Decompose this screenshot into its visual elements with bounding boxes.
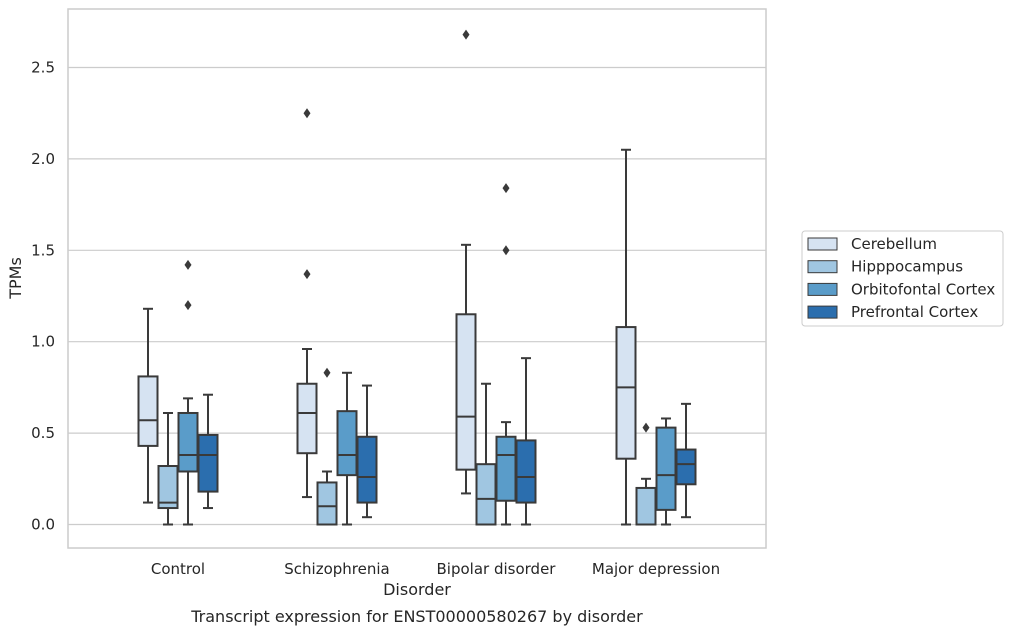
legend-frame <box>801 230 1004 327</box>
box-hipppocampus-3 <box>635 422 657 526</box>
box-iqr <box>197 433 219 493</box>
x-tick-label: Major depression <box>592 560 720 578</box>
box-hipppocampus-1 <box>316 367 338 526</box>
box-cerebellum-2 <box>455 29 477 495</box>
legend-swatch <box>807 260 838 274</box>
legend-label: Hipppocampus <box>851 258 963 276</box>
box-orbitofontal-cortex-0 <box>177 259 199 526</box>
y-tick-label: 2.0 <box>31 150 55 168</box>
outlier-point <box>303 108 311 119</box>
y-tick-label: 1.0 <box>31 333 55 351</box>
x-axis-ticks: Control Schizophrenia Bipolar disorder Majo… <box>151 560 720 578</box>
box-orbitofontal-cortex-3 <box>655 417 677 526</box>
x-axis-title: Disorder <box>383 580 451 599</box>
outlier-point <box>502 245 510 256</box>
box-iqr <box>515 439 537 504</box>
y-tick-label: 2.5 <box>31 59 55 77</box>
box-cerebellum-0 <box>137 307 159 504</box>
outlier-point <box>323 367 331 378</box>
legend-label: Cerebellum <box>851 235 937 253</box>
box-iqr <box>137 375 159 447</box>
outlier-point <box>184 300 192 311</box>
outlier-point <box>184 259 192 270</box>
outlier-point <box>642 422 650 433</box>
x-tick-label: Control <box>151 560 205 578</box>
box-iqr <box>655 426 677 511</box>
box-prefrontal-cortex-2 <box>515 357 537 526</box>
y-axis-title: TPMs <box>6 257 25 300</box>
box-orbitofontal-cortex-1 <box>336 371 358 526</box>
y-tick-label: 0.5 <box>31 424 55 442</box>
box-iqr <box>475 463 497 526</box>
box-iqr <box>336 410 358 477</box>
outlier-point <box>462 29 470 40</box>
box-iqr <box>615 326 637 460</box>
legend: Cerebellum Hipppocampus Orbitofontal Corte… <box>801 230 1004 327</box>
box-iqr <box>675 448 697 486</box>
outlier-point <box>502 183 510 194</box>
y-axis-ticks: 0.0 0.5 1.0 1.5 2.0 2.5 <box>31 59 55 534</box>
box-prefrontal-cortex-3 <box>675 402 697 519</box>
y-tick-label: 0.0 <box>31 516 55 534</box>
box-iqr <box>635 486 657 526</box>
box-iqr <box>455 313 477 471</box>
legend-swatch <box>807 282 838 296</box>
box-iqr <box>316 481 338 526</box>
legend-label: Orbitofontal Cortex <box>851 280 995 298</box>
box-cerebellum-3 <box>615 148 637 526</box>
boxes <box>137 29 697 526</box>
box-prefrontal-cortex-0 <box>197 393 219 510</box>
x-tick-label: Schizophrenia <box>284 560 389 578</box>
box-iqr <box>356 435 378 504</box>
box-orbitofontal-cortex-2 <box>495 183 517 526</box>
y-tick-label: 1.5 <box>31 241 55 259</box>
outlier-point <box>303 269 311 280</box>
box-hipppocampus-2 <box>475 382 497 526</box>
legend-label: Prefrontal Cortex <box>851 303 978 321</box>
legend-swatch <box>807 305 838 319</box>
box-cerebellum-1 <box>296 108 318 499</box>
box-iqr <box>495 435 517 502</box>
box-iqr <box>177 411 199 473</box>
box-hipppocampus-0 <box>157 411 179 526</box>
box-prefrontal-cortex-1 <box>356 384 378 519</box>
plot-frame <box>67 8 767 549</box>
box-iqr <box>157 465 179 510</box>
box-iqr <box>296 382 318 455</box>
x-tick-label: Bipolar disorder <box>437 560 557 578</box>
chart-caption: Transcript expression for ENST0000058026… <box>190 607 643 626</box>
legend-swatch <box>807 237 838 251</box>
